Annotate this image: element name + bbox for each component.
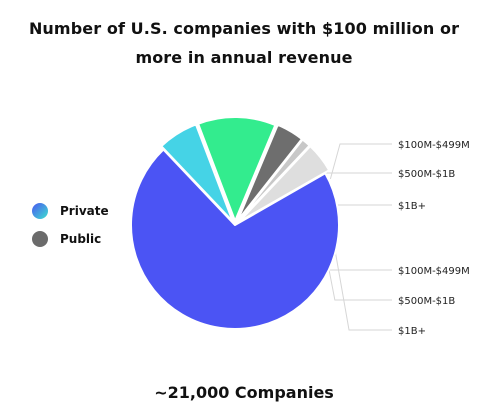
chart-title-line-2: more in annual revenue: [135, 48, 353, 67]
slice-labels: $100M-$499M $500M-$1B $1B+ $100M-$499M $500M…: [398, 140, 470, 337]
slice-label: $100M-$499M: [398, 140, 470, 151]
chart-footer: ~21,000 Companies: [154, 383, 334, 402]
chart-title: Number of U.S. companies with $100 milli…: [0, 14, 488, 72]
slice-label: $500M-$1B: [398, 296, 455, 307]
slice-label: $100M-$499M: [398, 266, 470, 277]
pie-slices: [130, 116, 340, 330]
legend-item-private: Private: [32, 202, 109, 219]
pie-slice-private-3: [197, 116, 277, 223]
chart-legend: Private Public: [32, 202, 109, 258]
chart-title-line-1: Number of U.S. companies with $100 milli…: [28, 19, 460, 38]
leader-line: [329, 143, 392, 179]
pie-slice-private-2: [160, 123, 234, 223]
legend-swatch-public: [32, 230, 48, 247]
slice-label: $500M-$1B: [398, 169, 455, 180]
pie-slice-public-3: [237, 145, 331, 223]
slice-label: $1B+: [398, 326, 426, 337]
legend-label-public: Public: [60, 231, 102, 246]
legend-label-private: Private: [60, 203, 109, 218]
slice-label: $1B+: [398, 201, 426, 212]
pie-slice-private-1: [130, 148, 340, 330]
legend-item-public: Public: [32, 230, 109, 247]
legend-swatch-private: [32, 202, 48, 219]
